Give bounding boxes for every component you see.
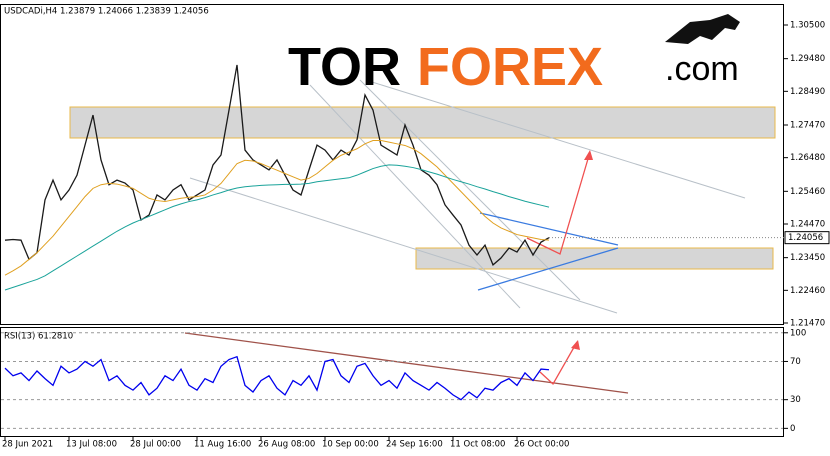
x-tick-label: 28 Jun 2021: [2, 440, 53, 450]
channel-lines: [189, 79, 746, 314]
rsi-panel-frame: [0, 327, 784, 437]
price-tag: [784, 231, 830, 245]
rsi-trend-line: [184, 332, 629, 394]
triangle-line: [477, 247, 619, 291]
support-zone: [415, 247, 774, 270]
channel-line: [189, 177, 618, 314]
y-tick-label: 1.23450: [790, 253, 825, 263]
logo-forex: FOREX: [417, 37, 603, 97]
y-tick-label: 0: [790, 424, 795, 434]
y-tick-label: 70: [790, 357, 801, 367]
series-line: [4, 355, 550, 401]
series-line: [4, 140, 550, 276]
logo-tor: TOR: [288, 37, 401, 97]
chart-title: USDCADi,H4 1.23879 1.24066 1.23839 1.240…: [4, 7, 209, 17]
x-tick-label: 26 Oct 00:00: [514, 440, 569, 450]
y-tick-label: 1.24470: [790, 219, 825, 229]
x-tick-label: 10 Sep 00:00: [322, 440, 379, 450]
y-tick-label: 1.21470: [790, 319, 825, 329]
price-panel-frame: [0, 4, 784, 325]
y-tick-label: 1.28490: [790, 87, 825, 97]
series-line: [4, 64, 550, 267]
y-tick-label: 1.30500: [790, 20, 825, 30]
logo-bull: [665, 14, 740, 44]
x-tick-label: 26 Aug 08:00: [258, 440, 315, 450]
y-tick-label: 30: [790, 395, 801, 405]
y-tick-label: 1.27470: [790, 120, 825, 130]
price-tag-label: 1.24056: [788, 233, 823, 243]
arrow-head: [571, 340, 580, 350]
forecast-arrow: [526, 151, 591, 255]
series-line: [4, 164, 550, 291]
rsi-forecast-arrow: [539, 341, 578, 386]
x-tick-label: 11 Oct 08:00: [450, 440, 505, 450]
channel-line: [359, 79, 581, 301]
x-tick-label: 13 Jul 08:00: [66, 440, 117, 450]
y-tick-label: 1.26480: [790, 153, 825, 163]
triangle-lines: [477, 212, 619, 291]
x-tick-label: 24 Sep 16:00: [386, 440, 443, 450]
logo-com: .com: [665, 50, 739, 88]
arrow-head: [584, 150, 593, 160]
x-tick-label: 11 Aug 16:00: [194, 440, 251, 450]
y-tick-label: 1.25460: [790, 187, 825, 197]
x-tick-label: 28 Jul 00:00: [130, 440, 181, 450]
y-tick-label: 100: [790, 328, 806, 338]
y-tick-label: 1.22460: [790, 286, 825, 296]
rsi-title: RSI(13) 61.2810: [4, 332, 73, 342]
resistance-zone: [69, 106, 776, 139]
channel-line: [371, 81, 746, 199]
y-tick-label: 1.29480: [790, 54, 825, 64]
triangle-line: [479, 212, 619, 246]
